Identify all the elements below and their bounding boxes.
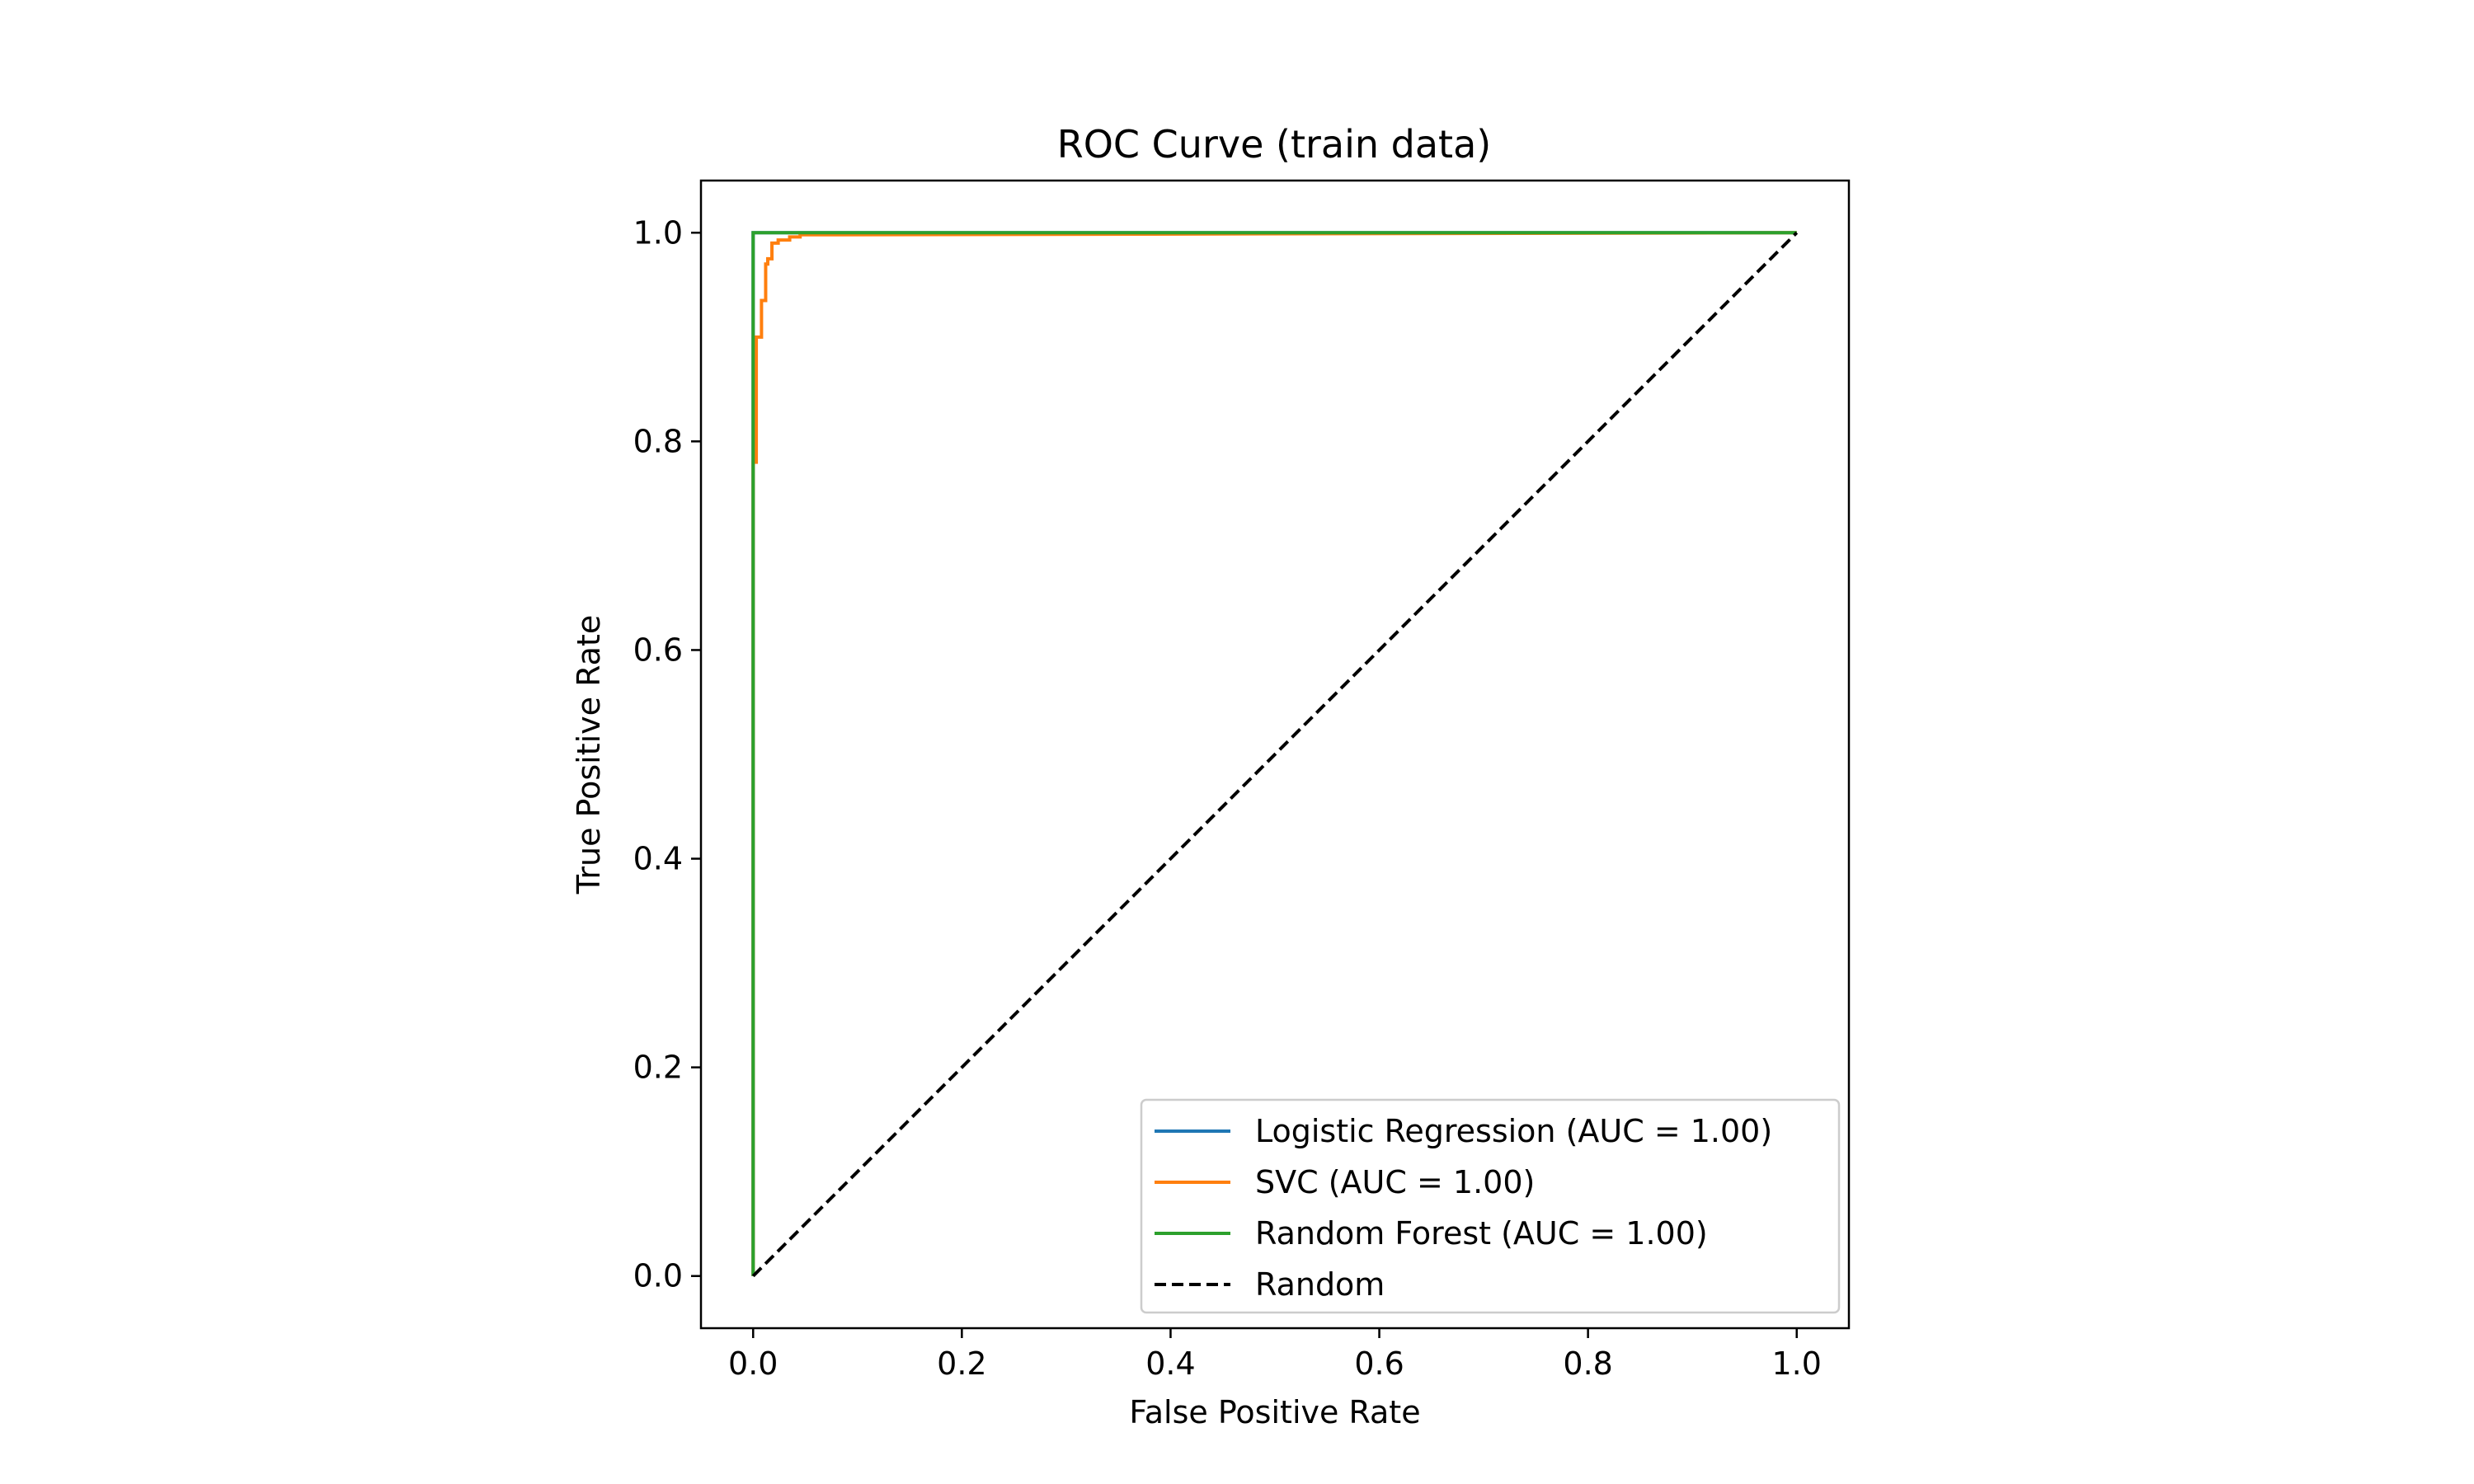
y-tick-label: 0.0 [633,1258,683,1294]
y-tick-label: 0.4 [633,841,683,877]
x-tick-label: 0.6 [1354,1345,1404,1382]
y-tick-label: 1.0 [633,214,683,251]
x-tick-label: 0.0 [728,1345,778,1382]
legend-items: Logistic Regression (AUC = 1.00) SVC (AUC… [1155,1113,1772,1303]
series-line-1 [751,231,1797,1276]
plot-area [699,179,1851,1330]
legend-entry-label: Logistic Regression (AUC = 1.00) [1255,1113,1772,1149]
series-line-2 [751,231,1797,1276]
y-tick-label: 0.8 [633,423,683,459]
x-tick-label: 1.0 [1772,1345,1822,1382]
x-tick-label: 0.4 [1145,1345,1195,1382]
legend-entry-label: Random Forest (AUC = 1.00) [1255,1215,1708,1252]
legend-frame [1140,1098,1841,1314]
y-axis-label: True Positive Rate [571,615,607,895]
legend-entry-label: SVC (AUC = 1.00) [1255,1164,1535,1200]
x-axis-ticks: 0.0 0.2 0.4 0.6 0.8 1.0 [728,1328,1822,1382]
plot-frame [699,179,1851,1330]
x-tick-label: 0.8 [1563,1345,1612,1382]
y-tick-label: 0.6 [633,632,683,668]
x-axis-label: False Positive Rate [1129,1394,1420,1430]
series-layer [751,231,1799,1278]
legend-entry-label: Random [1255,1266,1385,1303]
series-line-3 [751,231,1799,1278]
y-axis-ticks: 0.0 0.2 0.4 0.6 0.8 1.0 [633,214,701,1294]
legend: Logistic Regression (AUC = 1.00) SVC (AUC… [1140,1098,1841,1314]
y-tick-label: 0.2 [633,1050,683,1086]
chart-title: ROC Curve (train data) [1057,122,1491,167]
x-tick-label: 0.2 [937,1345,986,1382]
